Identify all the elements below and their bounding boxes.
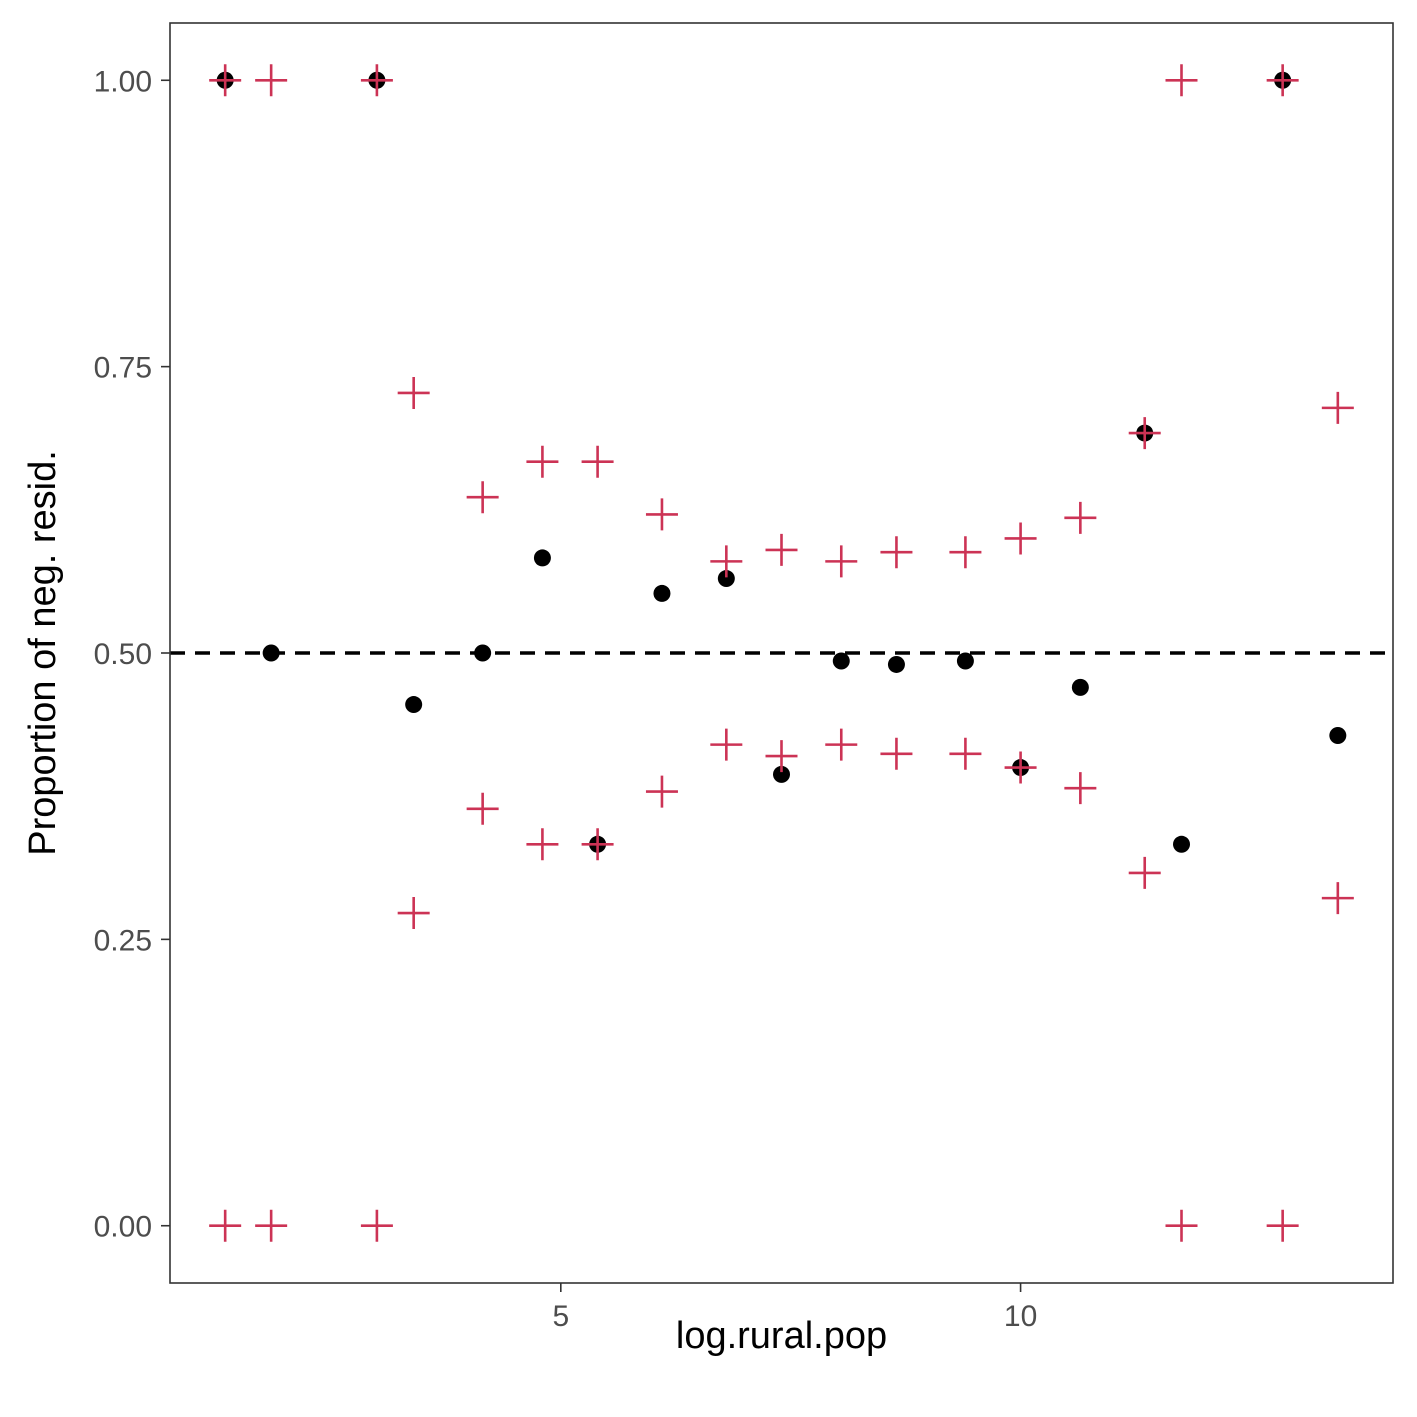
simulated-bound-marker — [581, 828, 614, 861]
simulated-bound-marker — [1064, 501, 1097, 534]
simulated-bound-marker — [397, 897, 430, 930]
simulated-bound-marker — [1165, 1209, 1198, 1242]
y-tick-label: 1.00 — [94, 65, 152, 98]
simulated-bound-marker — [1128, 856, 1161, 889]
simulated-bound-marker — [949, 536, 982, 569]
y-tick-label: 0.75 — [94, 352, 152, 385]
simulated-bound-marker — [466, 792, 499, 825]
simulated-bound-marker — [710, 728, 743, 761]
simulated-bound-marker — [880, 737, 913, 770]
observed-proportion-point — [717, 570, 735, 588]
simulated-bound-marker — [1004, 751, 1037, 784]
simulated-bound-marker — [1321, 882, 1354, 915]
simulated-bound-marker — [765, 740, 798, 773]
simulated-bound-marker — [209, 1209, 242, 1242]
observed-proportion-point — [956, 652, 974, 670]
observed-proportion-point — [405, 696, 423, 714]
simulated-bound-marker — [466, 481, 499, 514]
simulated-bound-marker — [825, 545, 858, 578]
simulated-bound-marker — [1266, 64, 1299, 97]
observed-proportion-point — [1329, 726, 1347, 744]
simulated-bound-marker — [1064, 772, 1097, 805]
x-axis-title: log.rural.pop — [676, 1315, 887, 1357]
simulated-bound-marker — [360, 64, 393, 97]
x-tick-label: 10 — [1004, 1300, 1037, 1333]
simulated-bound-marker — [645, 775, 678, 808]
simulated-bound-marker — [255, 1209, 288, 1242]
simulated-bound-marker — [765, 533, 798, 566]
data-layer — [209, 64, 1354, 1242]
axes-layer: 0.00 0.25 0.50 0.75 1.00 5 10 — [94, 65, 1038, 1333]
x-tick-label: 5 — [552, 1300, 569, 1333]
observed-proportion-point — [1071, 678, 1089, 696]
simulated-bound-marker — [880, 536, 913, 569]
simulated-bound-marker — [581, 445, 614, 478]
y-tick-label: 0.00 — [94, 1211, 152, 1244]
simulated-bound-marker — [1266, 1209, 1299, 1242]
simulated-bound-marker — [526, 828, 559, 861]
simulated-bound-marker — [710, 545, 743, 578]
observed-proportion-point — [653, 584, 671, 602]
y-axis-title: Proportion of neg. resid. — [22, 450, 64, 856]
observed-proportion-point — [533, 549, 551, 567]
observed-proportion-point — [832, 652, 850, 670]
observed-proportion-point — [1173, 835, 1191, 853]
simulated-bound-marker — [1004, 522, 1037, 555]
simulated-bound-marker — [360, 1209, 393, 1242]
simulated-bound-marker — [255, 64, 288, 97]
y-tick-label: 0.50 — [94, 638, 152, 671]
observed-proportion-point — [773, 765, 790, 783]
simulated-bound-marker — [1128, 417, 1161, 450]
simulated-bound-marker — [526, 445, 559, 478]
simulated-bound-marker — [825, 728, 858, 761]
plot-panel-border — [169, 22, 1394, 1284]
simulated-bound-marker — [1165, 64, 1198, 97]
simulated-bound-marker — [949, 737, 982, 770]
simulated-bound-marker — [1321, 391, 1354, 424]
simulated-bound-marker — [645, 498, 678, 531]
simulated-bound-marker — [209, 64, 242, 97]
observed-proportion-point — [887, 655, 905, 673]
y-tick-label: 0.25 — [94, 924, 152, 957]
simulated-bound-marker — [397, 376, 430, 409]
